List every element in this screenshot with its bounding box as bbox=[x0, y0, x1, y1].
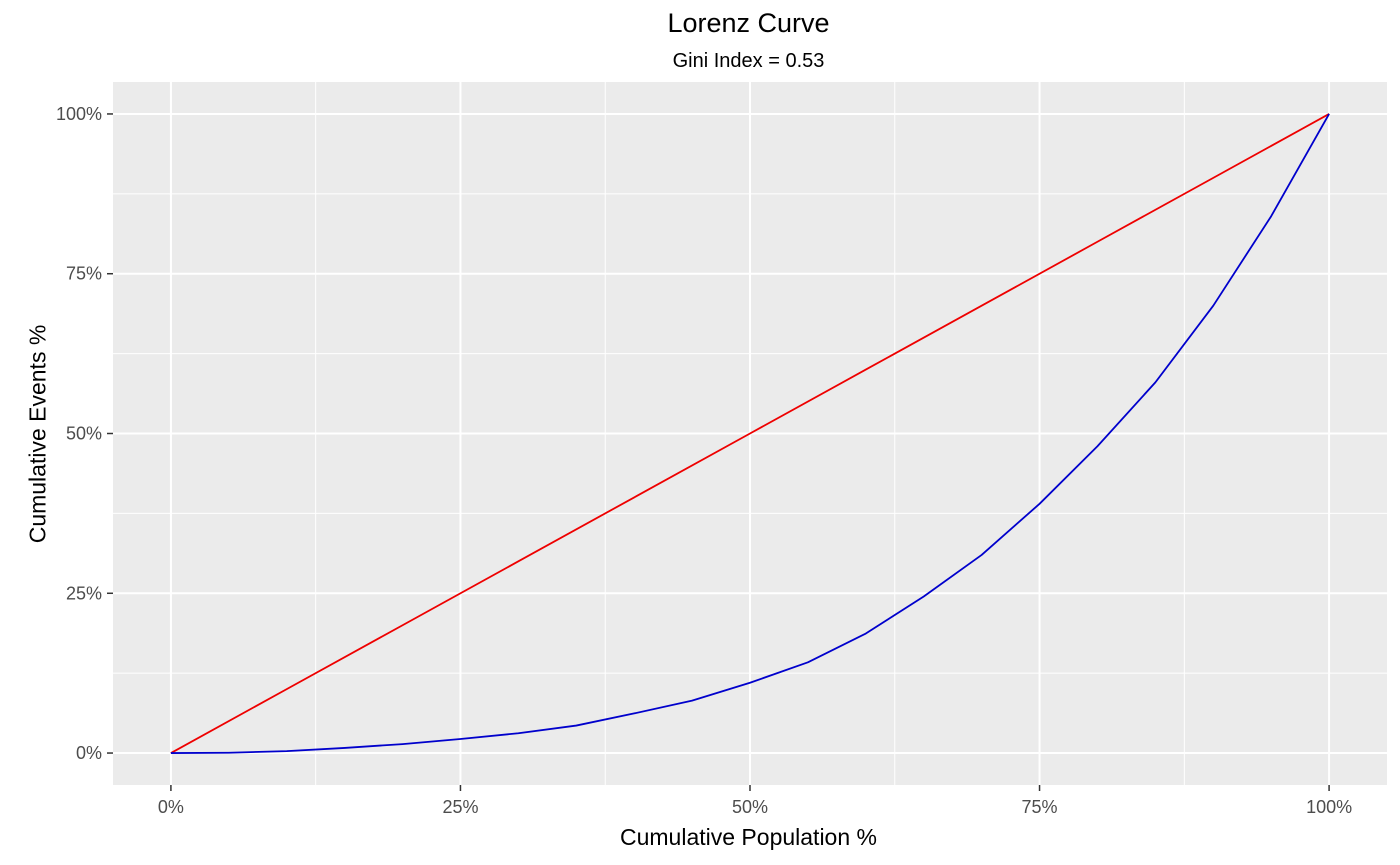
y-tick-label: 75% bbox=[66, 264, 102, 284]
y-tick-label: 100% bbox=[56, 104, 102, 124]
chart-subtitle: Gini Index = 0.53 bbox=[672, 50, 825, 72]
tick-labels: 0% 25% 50% 75% 100% 0% 25% 50% 75% 100% bbox=[56, 104, 1352, 817]
y-axis-title: Cumulative Events % bbox=[24, 324, 51, 544]
series-lines bbox=[170, 113, 1330, 754]
x-tick-label: 50% bbox=[732, 797, 768, 817]
x-tick-label: 0% bbox=[158, 797, 184, 817]
lorenz-curve-line bbox=[170, 113, 1330, 754]
x-tick-label: 25% bbox=[442, 797, 478, 817]
x-axis-title: Cumulative Population % bbox=[620, 824, 877, 850]
axis-ticks bbox=[107, 113, 1330, 791]
y-tick-label: 0% bbox=[76, 743, 102, 763]
x-tick-label: 75% bbox=[1022, 797, 1058, 817]
equality-line bbox=[170, 113, 1330, 754]
y-tick-label: 50% bbox=[66, 424, 102, 444]
chart-title: Lorenz Curve bbox=[667, 8, 830, 38]
y-tick-label: 25% bbox=[66, 583, 102, 603]
x-tick-label: 100% bbox=[1306, 797, 1352, 817]
